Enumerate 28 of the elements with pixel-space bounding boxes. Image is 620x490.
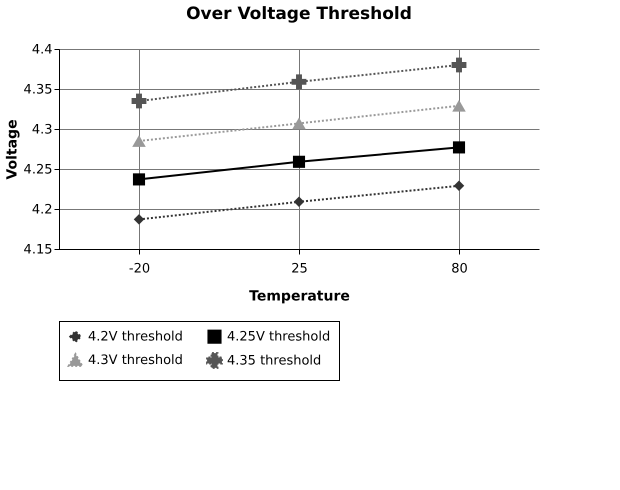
point bbox=[294, 196, 304, 208]
point bbox=[292, 156, 306, 168]
legend-label: 4.25V threshold bbox=[227, 330, 330, 345]
point bbox=[292, 74, 306, 90]
point bbox=[132, 94, 146, 108]
y-tick-label: 4.35 bbox=[24, 82, 52, 98]
x-tick-label: 80 bbox=[451, 262, 468, 276]
point bbox=[452, 141, 466, 154]
x-tick-label: -20 bbox=[128, 262, 150, 276]
legend-label: 4.2V threshold bbox=[88, 330, 183, 345]
legend-label: 4.3V threshold bbox=[88, 353, 183, 368]
point bbox=[132, 135, 146, 147]
point bbox=[134, 214, 144, 225]
y-tick-label: 4.15 bbox=[24, 242, 52, 258]
y-tick-label: 4.25 bbox=[24, 162, 52, 178]
y-tick-label: 4.4 bbox=[32, 42, 52, 58]
point bbox=[292, 118, 306, 130]
chart-title: Over Voltage Threshold bbox=[186, 4, 412, 24]
legend-label: 4.35 threshold bbox=[227, 354, 322, 368]
y-tick-label: 4.2 bbox=[32, 202, 52, 218]
point bbox=[454, 180, 464, 192]
point bbox=[132, 173, 146, 186]
x-tick-label: 25 bbox=[291, 262, 308, 276]
point bbox=[452, 58, 466, 72]
point bbox=[452, 100, 466, 112]
y-axis-title: Voltage bbox=[4, 119, 21, 180]
y-tick-label: 4.3 bbox=[32, 122, 52, 138]
x-axis-title: Temperature bbox=[249, 288, 350, 304]
